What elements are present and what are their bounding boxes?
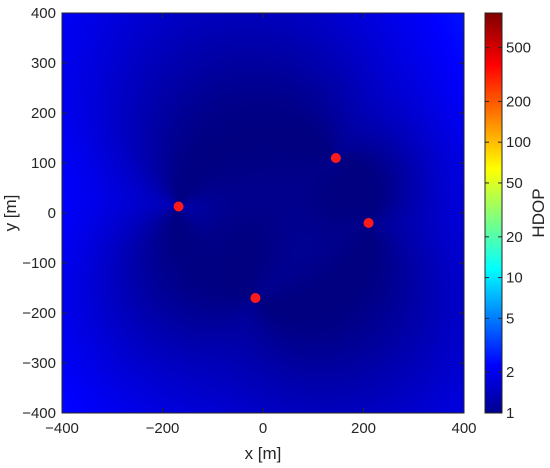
anchor-marker — [173, 201, 184, 212]
y-tick-label: −400 — [22, 405, 56, 422]
x-axis-label: x [m] — [245, 444, 282, 463]
x-tick-label: 400 — [451, 420, 476, 437]
y-axis: −400 −300 −200 −100 0 100 200 300 400 — [22, 5, 464, 422]
x-tick-label: −200 — [146, 420, 180, 437]
y-tick-label: −100 — [22, 255, 56, 272]
anchor-marker — [250, 293, 261, 303]
anchor-marker — [330, 153, 341, 163]
colorbar: 1 2 5 10 20 50 100 200 500 HDOP — [484, 12, 548, 422]
colorbar-label: HDOP — [529, 188, 548, 237]
anchor-markers — [173, 153, 374, 303]
colorbar-tick-label: 5 — [506, 310, 514, 327]
y-tick-label: 300 — [31, 55, 56, 72]
colorbar-ticks: 1 2 5 10 20 50 100 200 500 — [485, 40, 531, 422]
anchor-marker — [363, 218, 374, 228]
y-tick-label: 200 — [31, 105, 56, 122]
y-tick-label: 0 — [48, 205, 56, 222]
colorbar-tick-label: 50 — [506, 175, 523, 192]
colorbar-tick-label: 100 — [506, 134, 531, 151]
x-axis: −400 −200 0 200 400 — [45, 13, 477, 437]
x-tick-label: 0 — [259, 420, 267, 437]
colorbar-tick-label: 2 — [506, 364, 514, 381]
colorbar-gradient — [484, 12, 503, 414]
y-axis-label: y [m] — [1, 195, 20, 232]
x-tick-label: 200 — [351, 420, 376, 437]
colorbar-tick-label: 20 — [506, 229, 523, 246]
y-tick-label: −200 — [22, 305, 56, 322]
plot-area — [61, 12, 465, 414]
colorbar-tick-label: 10 — [506, 270, 523, 287]
colorbar-tick-label: 500 — [506, 40, 531, 57]
y-tick-label: 100 — [31, 155, 56, 172]
colorbar-tick-label: 1 — [506, 405, 514, 422]
y-tick-label: 400 — [31, 5, 56, 22]
y-tick-label: −300 — [22, 355, 56, 372]
x-tick-label: −400 — [45, 420, 79, 437]
colorbar-tick-label: 200 — [506, 93, 531, 110]
hdop-heatmap — [62, 13, 464, 413]
